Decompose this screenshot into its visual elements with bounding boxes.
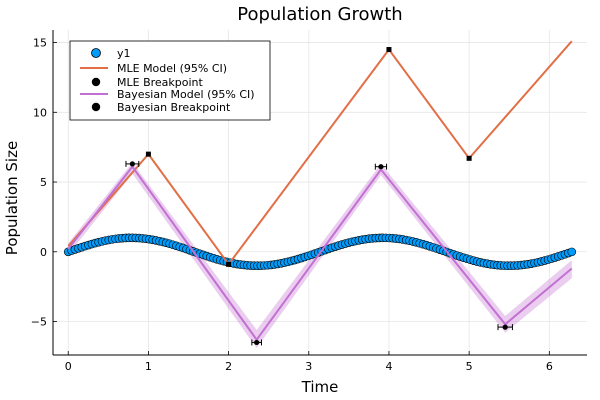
bayesian-breakpoint (378, 164, 384, 170)
legend-box (69, 40, 271, 121)
axes-frame (52, 30, 587, 356)
y-tick-label: 15 (33, 37, 47, 50)
mle-breakpoint (226, 261, 232, 267)
x-tick-label: 1 (145, 360, 152, 373)
legend-label-mle-model: MLE Model (95% CI) (117, 62, 227, 75)
y-tick-label: 5 (40, 176, 47, 189)
y-tick-label: 0 (40, 246, 47, 259)
mle-breakpoint (386, 47, 392, 53)
legend-marker-bayesian-breakpoint (91, 102, 101, 112)
legend-label-bayesian-model: Bayesian Model (95% CI) (117, 88, 255, 101)
tick-labels: 0 1 2 3 4 5 6 −5 0 5 10 15 (31, 37, 553, 373)
y-axis-label: Population Size (3, 141, 21, 255)
bayesian-model-line (67, 165, 573, 342)
legend: y1 MLE Model (95% CI) MLE Breakpoint Bay… (69, 40, 271, 121)
bayesian-breakpoint (254, 339, 260, 346)
x-tick-label: 3 (305, 360, 312, 373)
x-tick-label: 5 (466, 360, 473, 373)
x-tick-label: 4 (385, 360, 392, 373)
mle-breakpoint (145, 151, 151, 157)
y1-point (567, 247, 577, 257)
y-tick-label: 10 (33, 106, 47, 119)
model-lines (67, 40, 573, 342)
bayesian-breakpoint (502, 324, 508, 330)
x-tick-label: 0 (65, 360, 72, 373)
chart-title: Population Growth (237, 4, 402, 25)
legend-label-bayesian-breakpoint: Bayesian Breakpoint (117, 101, 231, 114)
x-axis-label: Time (301, 378, 339, 396)
legend-marker-y1 (91, 48, 101, 58)
breakpoints (125, 47, 513, 346)
x-tick-label: 2 (225, 360, 232, 373)
x-tick-label: 6 (546, 360, 553, 373)
bayesian-breakpoint (129, 161, 135, 167)
legend-label-mle-breakpoint: MLE Breakpoint (117, 76, 204, 89)
y-tick-label: −5 (31, 316, 47, 329)
mle-breakpoint (466, 155, 472, 161)
legend-label-y1: y1 (117, 47, 131, 60)
legend-marker-mle-breakpoint (91, 77, 101, 87)
